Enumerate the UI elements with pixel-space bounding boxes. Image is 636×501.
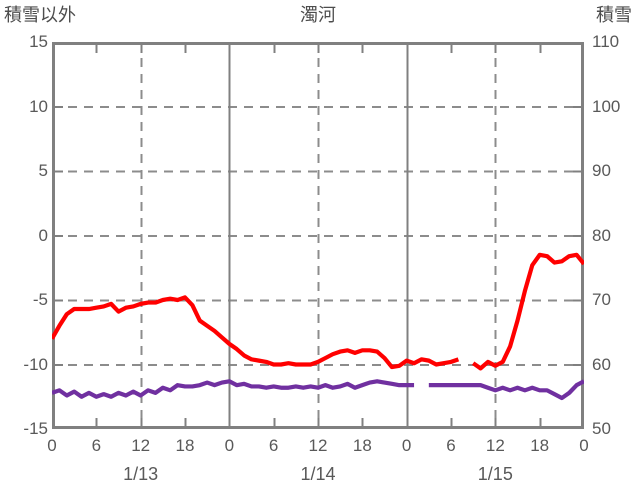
x-axis-day-label: 1/15 — [477, 464, 513, 484]
x-axis-tick-label: 0 — [224, 436, 235, 455]
x-axis-tick-label: 12 — [131, 436, 151, 455]
y-axis-right-tick-label: 100 — [592, 96, 621, 116]
x-axis-tick-label: 6 — [446, 436, 456, 455]
x-axis-tick-label: 12 — [485, 436, 505, 455]
y-axis-left-tick-label: 10 — [29, 96, 48, 116]
series-line-red — [52, 252, 584, 371]
x-axis-tick-label: 18 — [530, 436, 550, 455]
x-axis-tick-label: 18 — [352, 436, 372, 455]
y-axis-left-tick-label: -5 — [32, 290, 48, 309]
x-axis-day-label: 1/13 — [123, 464, 159, 484]
series-line-purple — [52, 379, 584, 401]
x-axis-tick-label: 6 — [91, 436, 102, 455]
x-axis-day-label: 1/14 — [300, 464, 336, 484]
y-axis-right-tick-label: 90 — [592, 161, 611, 180]
y-axis-right-tick-label: 50 — [592, 419, 611, 438]
plot-frame — [52, 42, 584, 429]
y-axis-left-tick-label: 0 — [38, 225, 48, 245]
x-axis-tick-label: 12 — [308, 436, 328, 455]
y-axis-right-tick-label: 70 — [592, 290, 611, 309]
y-axis-right-tick-label: 60 — [592, 354, 611, 374]
plot-svg — [52, 42, 584, 429]
y-axis-left-tick-label: 15 — [29, 32, 48, 51]
right-axis-title: 積雪 — [596, 5, 632, 25]
x-axis-tick-label: 6 — [268, 436, 279, 455]
x-axis-tick-label: 18 — [175, 436, 195, 455]
y-axis-right-tick-label: 110 — [592, 32, 620, 51]
y-axis-left-tick-label: -15 — [23, 419, 48, 438]
y-axis-left-tick-label: -10 — [23, 354, 48, 374]
plot-area — [52, 42, 584, 429]
left-axis-title: 積雪以外 — [4, 5, 76, 25]
chart-title: 濁河 — [300, 5, 336, 25]
y-axis-left-tick-label: 5 — [38, 161, 48, 180]
x-axis-tick-label: 0 — [47, 436, 57, 455]
x-axis-tick-label: 0 — [401, 436, 412, 455]
x-axis-tick-label: 0 — [579, 436, 589, 455]
y-axis-right-tick-label: 80 — [592, 225, 611, 245]
